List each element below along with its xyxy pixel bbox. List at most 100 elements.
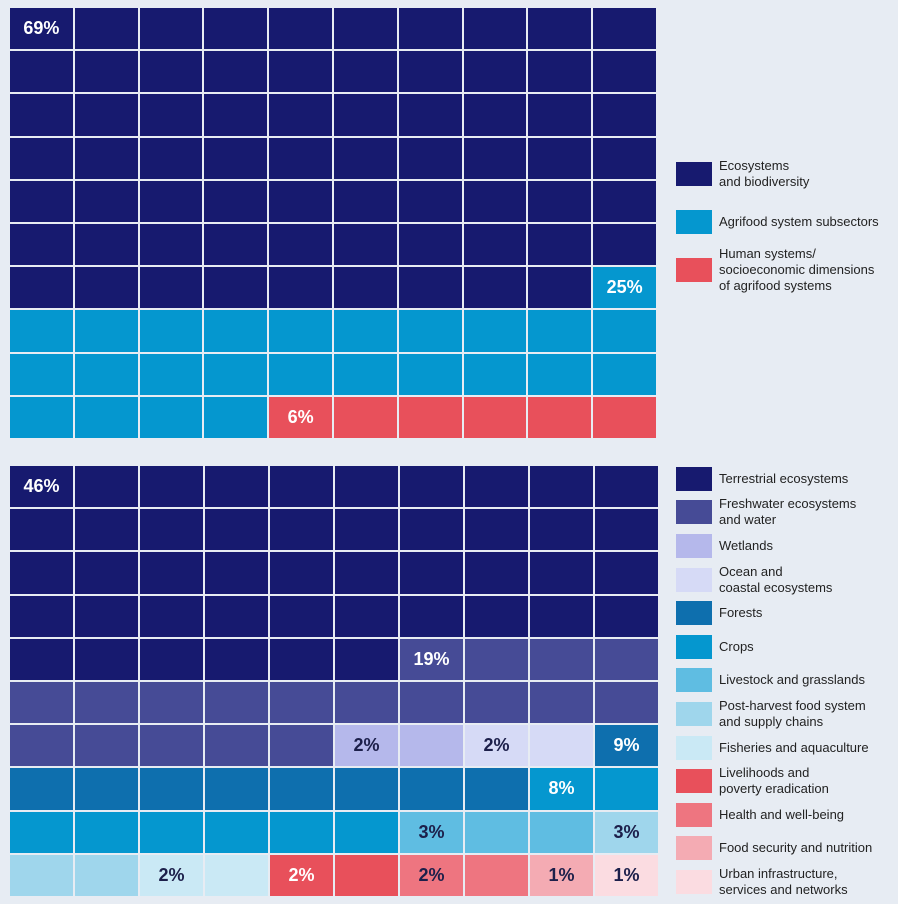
value-label: 2% (158, 864, 185, 885)
waffle-cell (465, 682, 528, 724)
legend-swatch (676, 258, 712, 282)
legend-label: Health and well-being (719, 806, 845, 822)
waffle-cell (334, 224, 397, 266)
waffle-cell (398, 137, 462, 179)
waffle-cell (400, 509, 463, 551)
waffle-cell: 9% (595, 725, 658, 767)
waffle-cell (270, 682, 333, 724)
waffle-cell (335, 509, 398, 551)
waffle-cell (75, 682, 138, 724)
legend-item: Terrestrial ecosystems (676, 462, 898, 496)
legend-item: Human systems/ socioeconomic dimensions … (676, 246, 898, 294)
waffle-cell (270, 638, 333, 680)
waffle-cell (139, 353, 203, 395)
waffle-cell (528, 267, 592, 309)
waffle-cell (139, 396, 203, 438)
waffle-cell (10, 137, 73, 179)
waffle-cell (528, 310, 592, 352)
legend-item: Wetlands (676, 529, 898, 563)
waffle-cell (74, 267, 138, 309)
waffle-cell (75, 466, 138, 508)
waffle-cell (10, 310, 73, 352)
legend-label: Urban infrastructure, services and netwo… (719, 865, 848, 897)
waffle-cell (269, 224, 332, 266)
waffle-cell (270, 811, 333, 853)
waffle-cell (334, 94, 397, 136)
value-label: 8% (548, 778, 575, 799)
value-label: 6% (287, 406, 314, 427)
value-label: 2% (418, 864, 445, 885)
legend-swatch (676, 802, 712, 827)
waffle-cell (398, 310, 462, 352)
waffle-cell (334, 353, 397, 395)
waffle-cell (528, 51, 592, 93)
legend-label: Ocean and coastal ecosystems (719, 563, 833, 595)
waffle-cell (74, 310, 138, 352)
waffle-cell (528, 396, 592, 438)
waffle-cell (463, 94, 527, 136)
waffle-cell (270, 509, 333, 551)
legend: Ecosystems and biodiversity Agrifood syst… (676, 150, 898, 294)
waffle-cell (595, 768, 658, 810)
waffle-cell (593, 396, 656, 438)
waffle-cell (463, 8, 527, 50)
waffle-cell (595, 466, 658, 508)
waffle-cell (139, 51, 203, 93)
waffle-cell (530, 682, 593, 724)
legend: Terrestrial ecosystems Freshwater ecosyst… (676, 462, 898, 899)
waffle-cell (465, 595, 528, 637)
waffle-cell (204, 310, 268, 352)
waffle-cell (463, 310, 527, 352)
waffle-cell (204, 396, 268, 438)
waffle-cell (528, 94, 592, 136)
waffle-cell (270, 552, 333, 594)
legend-swatch (676, 836, 712, 861)
value-label: 69% (23, 18, 60, 39)
legend-label: Agrifood system subsectors (719, 214, 879, 229)
waffle-cell (463, 51, 527, 93)
waffle-cell (74, 396, 138, 438)
legend-label: Crops (719, 638, 754, 654)
legend-label: Ecosystems and biodiversity (719, 158, 810, 189)
legend-item: Ecosystems and biodiversity (676, 150, 898, 198)
legend-swatch (676, 769, 712, 794)
waffle-cell (398, 51, 462, 93)
waffle-cell (205, 768, 268, 810)
waffle-cell (205, 509, 268, 551)
legend-item: Livelihoods and poverty eradication (676, 764, 898, 798)
waffle-cell (593, 51, 656, 93)
value-label: 19% (413, 648, 450, 669)
waffle-cell (269, 94, 332, 136)
waffle-cell (140, 682, 203, 724)
waffle-cell (205, 725, 268, 767)
legend-swatch (676, 210, 712, 234)
waffle-cell (269, 267, 332, 309)
legend-item: Health and well-being (676, 798, 898, 832)
waffle-cell (463, 267, 527, 309)
waffle-cell: 3% (400, 811, 463, 853)
waffle-cell (204, 180, 268, 222)
waffle-cell (75, 811, 138, 853)
waffle-cell (530, 509, 593, 551)
waffle-cell (463, 180, 527, 222)
legend-item: Urban infrastructure, services and netwo… (676, 865, 898, 899)
waffle-cell (204, 267, 268, 309)
waffle-cell (204, 94, 268, 136)
legend-swatch (676, 869, 712, 894)
waffle-cell (75, 552, 138, 594)
legend-label: Freshwater ecosystems and water (719, 496, 857, 528)
legend-item: Ocean and coastal ecosystems (676, 563, 898, 597)
waffle-cell: 19% (400, 638, 463, 680)
waffle-cell (335, 638, 398, 680)
waffle-cell (398, 8, 462, 50)
waffle-cell (398, 267, 462, 309)
waffle-cell (10, 51, 73, 93)
waffle-cell (528, 180, 592, 222)
waffle-cell (74, 94, 138, 136)
waffle-cell (270, 725, 333, 767)
legend-label: Fisheries and aquaculture (719, 739, 869, 755)
waffle-cell (140, 768, 203, 810)
waffle-cell (593, 137, 656, 179)
waffle-cell (400, 725, 463, 767)
waffle-cell (75, 854, 138, 896)
